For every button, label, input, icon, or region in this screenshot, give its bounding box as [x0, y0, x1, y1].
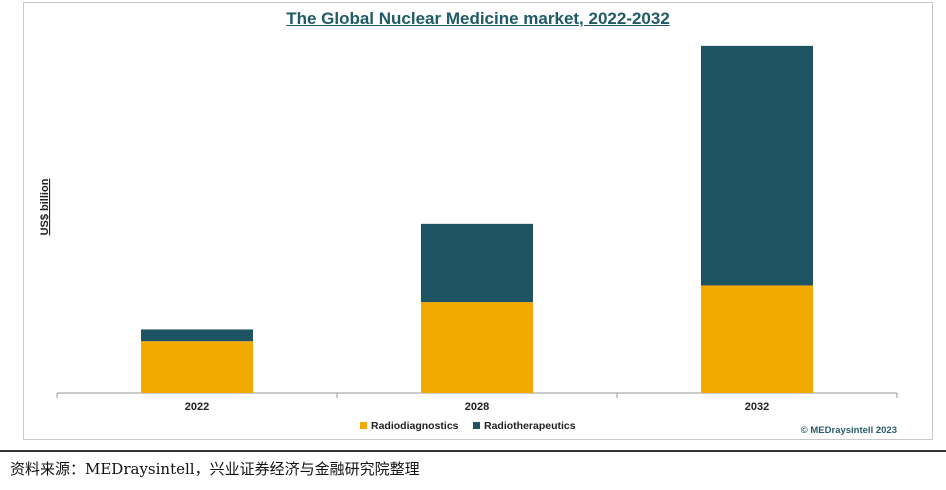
bar-radiodiagnostics-2028	[421, 302, 533, 393]
legend-label-radiodiagnostics: Radiodiagnostics	[371, 420, 459, 432]
x-tick-label: 2022	[185, 401, 209, 413]
bar-radiotherapeutics-2028	[421, 223, 533, 303]
bar-radiotherapeutics-2022	[141, 329, 253, 342]
chart-frame: The Global Nuclear Medicine market, 2022…	[23, 2, 933, 440]
legend-swatch-radiodiagnostics	[360, 422, 367, 429]
bar-radiodiagnostics-2032	[701, 285, 813, 393]
x-tick-label: 2032	[745, 401, 769, 413]
copyright-note: © MEDraysintell 2023	[801, 425, 897, 436]
x-tick-label: 2028	[465, 401, 489, 413]
source-divider	[0, 450, 946, 452]
bar-radiotherapeutics-2032	[701, 45, 813, 286]
bar-radiodiagnostics-2022	[141, 341, 253, 393]
source-note: 资料来源：MEDraysintell，兴业证券经济与金融研究院整理	[10, 460, 420, 478]
legend-label-radiotherapeutics: Radiotherapeutics	[484, 420, 576, 432]
y-axis-label: US$ billion	[39, 178, 51, 235]
chart-title: The Global Nuclear Medicine market, 2022…	[286, 9, 670, 28]
chart-plot: US$ billion 2022 2028 2032 Radiodiagnostics R…	[39, 45, 898, 436]
legend-swatch-radiotherapeutics	[473, 422, 480, 429]
